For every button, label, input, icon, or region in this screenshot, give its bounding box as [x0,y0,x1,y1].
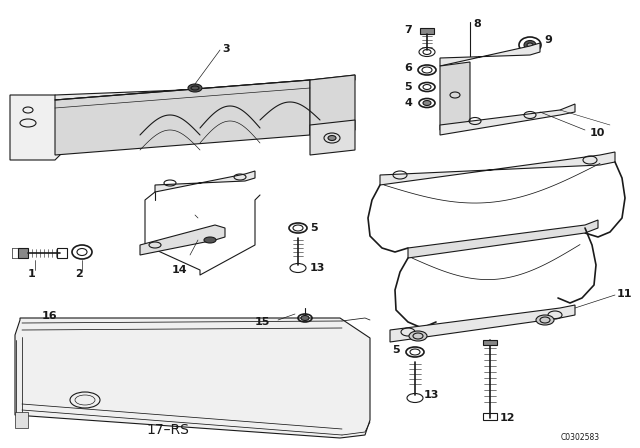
Ellipse shape [536,315,554,325]
Text: 16: 16 [42,311,58,321]
Polygon shape [380,152,615,185]
Text: 13: 13 [310,263,325,273]
Polygon shape [55,80,310,155]
Ellipse shape [328,135,336,141]
Ellipse shape [524,40,536,49]
Ellipse shape [301,315,309,320]
Text: 11: 11 [617,289,632,299]
Text: 13: 13 [424,390,440,400]
Polygon shape [140,225,225,255]
Polygon shape [18,248,28,258]
Polygon shape [420,28,434,34]
Text: 5: 5 [404,82,412,92]
Text: 12: 12 [500,413,515,423]
Polygon shape [390,305,575,342]
Text: C0302583: C0302583 [561,433,600,442]
Text: 5: 5 [310,223,317,233]
Text: 7: 7 [404,25,412,35]
Text: 1: 1 [28,269,36,279]
Text: 5: 5 [392,345,400,355]
Text: 2: 2 [75,269,83,279]
Polygon shape [15,318,370,438]
Polygon shape [440,43,540,66]
Polygon shape [310,120,355,155]
Text: 10: 10 [590,128,605,138]
Text: 3: 3 [222,44,230,54]
Polygon shape [483,340,497,345]
Ellipse shape [188,84,202,92]
Text: 9: 9 [544,35,552,45]
Polygon shape [55,75,355,100]
Polygon shape [440,62,470,130]
Text: 4: 4 [404,98,412,108]
Polygon shape [15,412,28,428]
Ellipse shape [409,331,427,341]
Polygon shape [155,171,255,192]
Polygon shape [408,220,598,258]
Polygon shape [10,95,60,160]
Polygon shape [310,75,355,135]
Text: 6: 6 [404,63,412,73]
Text: 14: 14 [172,265,188,275]
Text: 17–RS: 17–RS [147,423,189,437]
Text: 15: 15 [255,317,270,327]
Ellipse shape [527,43,533,47]
Polygon shape [440,104,575,135]
Ellipse shape [204,237,216,243]
Text: 8: 8 [473,19,481,29]
Ellipse shape [423,100,431,105]
